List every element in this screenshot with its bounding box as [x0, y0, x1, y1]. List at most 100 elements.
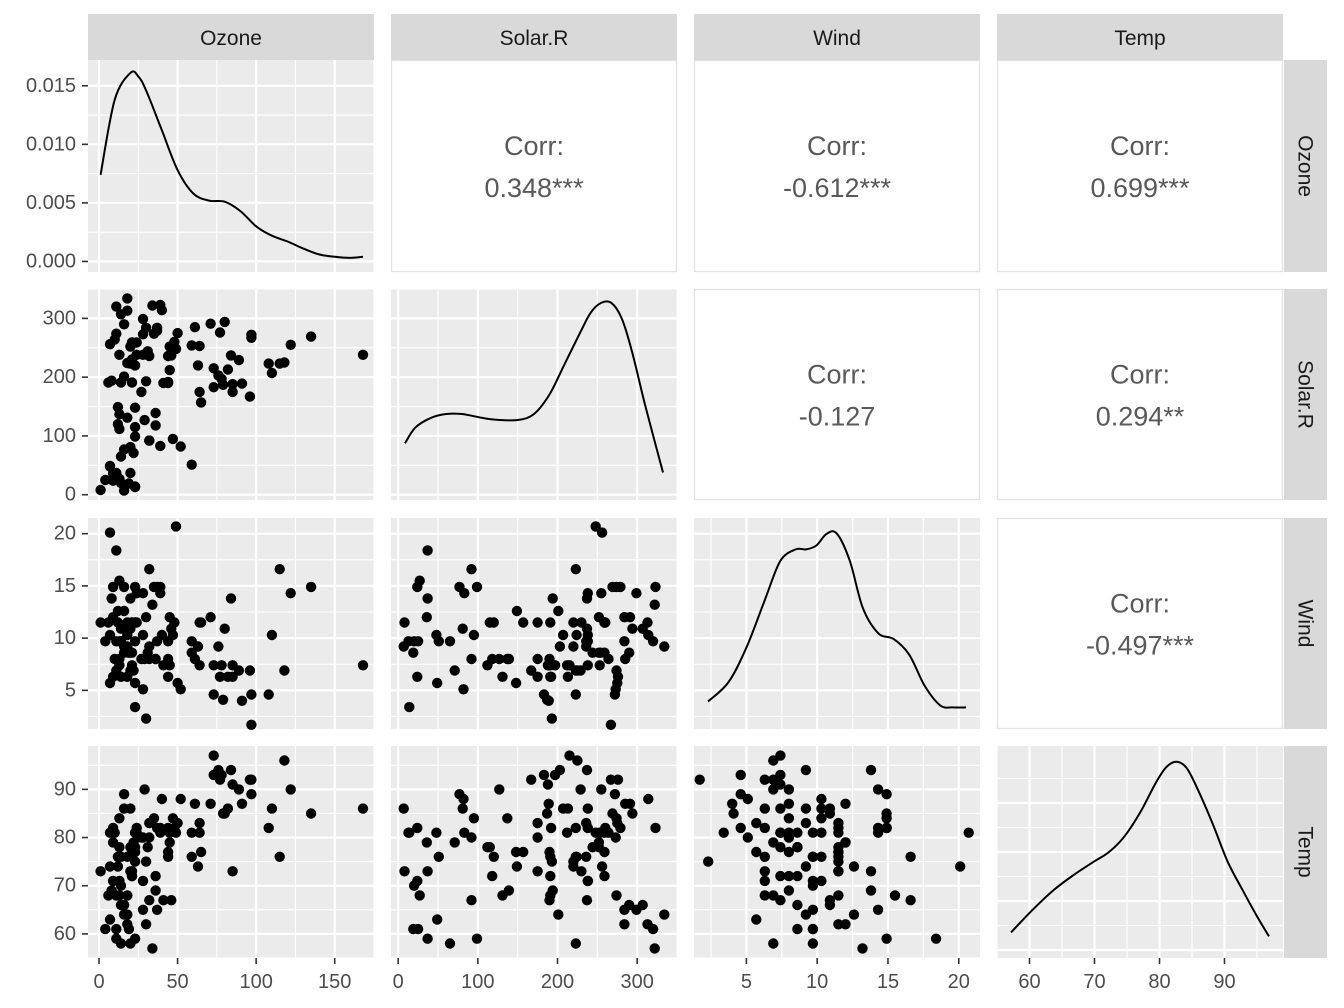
scatter-point	[115, 309, 127, 320]
scatter-point	[568, 641, 579, 652]
scatter-point	[137, 875, 149, 887]
scatter-point	[104, 460, 116, 472]
panel-background	[694, 518, 980, 729]
scatter-point	[398, 803, 409, 814]
scatter-point	[107, 612, 119, 623]
scatter-point	[865, 764, 877, 776]
scatter-point	[605, 774, 617, 785]
scatter-point	[582, 875, 593, 887]
scatter-point	[775, 870, 786, 882]
scatter-point	[147, 943, 158, 954]
scatter-point	[158, 895, 169, 906]
x-tick-label: 15	[877, 971, 899, 993]
scatter-point	[422, 593, 433, 604]
scatter-point	[572, 755, 583, 766]
density-curve-ozone	[99, 70, 364, 259]
scatter-point	[166, 895, 177, 906]
scatter-point	[118, 605, 130, 617]
scatter-point	[955, 861, 966, 872]
scatter-point	[129, 431, 141, 442]
scatter-point	[285, 588, 296, 599]
scatter-point	[112, 861, 124, 872]
x-tick-label: 20	[948, 971, 970, 993]
scatter-point	[225, 764, 237, 776]
scatter-point	[735, 769, 746, 781]
scatter-point	[768, 755, 779, 766]
scatter-point	[95, 617, 106, 628]
x-tick-label: 100	[239, 971, 272, 993]
corr-panel-frame	[693, 288, 981, 501]
scatter-point	[244, 665, 256, 676]
scatter-point	[147, 599, 158, 610]
scatter-point	[582, 803, 593, 814]
scatter-point	[357, 660, 369, 671]
panel-wind-temp: Corr: -0.497***	[996, 517, 1284, 730]
corr-value: 0.699***	[1090, 173, 1190, 203]
scatter-point	[151, 904, 163, 915]
scatter-point	[545, 617, 556, 628]
scatter-point	[594, 660, 605, 671]
strip-label-right-temp: Temp	[1294, 826, 1317, 877]
strip-top-ozone	[88, 14, 374, 60]
scatter-point	[408, 636, 420, 647]
scatter-point	[195, 617, 207, 628]
scatter-point	[164, 827, 175, 838]
scatter-point	[526, 774, 537, 785]
panel-background	[88, 60, 374, 272]
panel-temp-solar-r	[391, 746, 678, 959]
scatter-point	[582, 660, 593, 671]
scatter-point	[246, 719, 257, 730]
scatter-point	[432, 677, 443, 689]
scatter-point	[137, 329, 149, 340]
scatter-point	[792, 842, 803, 853]
scatter-point	[881, 822, 892, 834]
scatter-point	[285, 784, 296, 795]
scatter-point	[162, 851, 174, 862]
corr-panel-frame	[996, 517, 1284, 730]
scatter-point	[631, 588, 642, 599]
strip-top-temp	[997, 14, 1283, 60]
scatter-point	[833, 890, 844, 901]
scatter-point	[399, 617, 410, 628]
scatter-point	[216, 769, 227, 781]
panel-wind-ozone	[88, 518, 375, 730]
panel-temp-wind	[694, 746, 980, 959]
scatter-point	[549, 769, 561, 781]
scatter-point	[963, 827, 974, 838]
scatter-point	[650, 581, 661, 593]
scatter-point	[194, 660, 205, 671]
scatter-point	[246, 789, 257, 800]
scatter-point	[162, 377, 174, 389]
strip-label-top-temp: Temp	[1114, 27, 1165, 50]
scatter-point	[279, 755, 290, 766]
scatter-point	[225, 593, 237, 604]
scatter-point	[612, 817, 623, 829]
y-tick-label: 0.000	[26, 250, 76, 272]
scatter-point	[408, 880, 420, 891]
scatter-point	[186, 459, 197, 470]
scatter-point	[208, 382, 219, 393]
scatter-point	[194, 386, 205, 398]
scatter-point	[216, 373, 227, 385]
scatter-point	[649, 943, 660, 954]
scatter-point	[422, 545, 433, 556]
scatter-point	[246, 689, 257, 700]
corr-value: 0.294**	[1096, 402, 1185, 432]
scatter-point	[432, 914, 443, 925]
scatter-point	[865, 866, 877, 877]
scatter-point	[150, 653, 161, 665]
corr-panel-frame	[996, 59, 1284, 273]
scatter-point	[189, 798, 201, 809]
y-tick-label: 60	[54, 923, 76, 945]
scatter-point	[219, 316, 230, 328]
corr-panel-frame	[693, 59, 981, 273]
scatter-point	[783, 832, 795, 843]
scatter-point	[115, 899, 127, 911]
scatter-point	[147, 300, 158, 311]
scatter-point	[167, 813, 179, 824]
scatter-point	[659, 909, 670, 920]
scatter-point	[816, 813, 827, 824]
panel-ozone-ozone	[88, 60, 375, 272]
scatter-point	[484, 617, 495, 628]
scatter-point	[468, 629, 480, 641]
